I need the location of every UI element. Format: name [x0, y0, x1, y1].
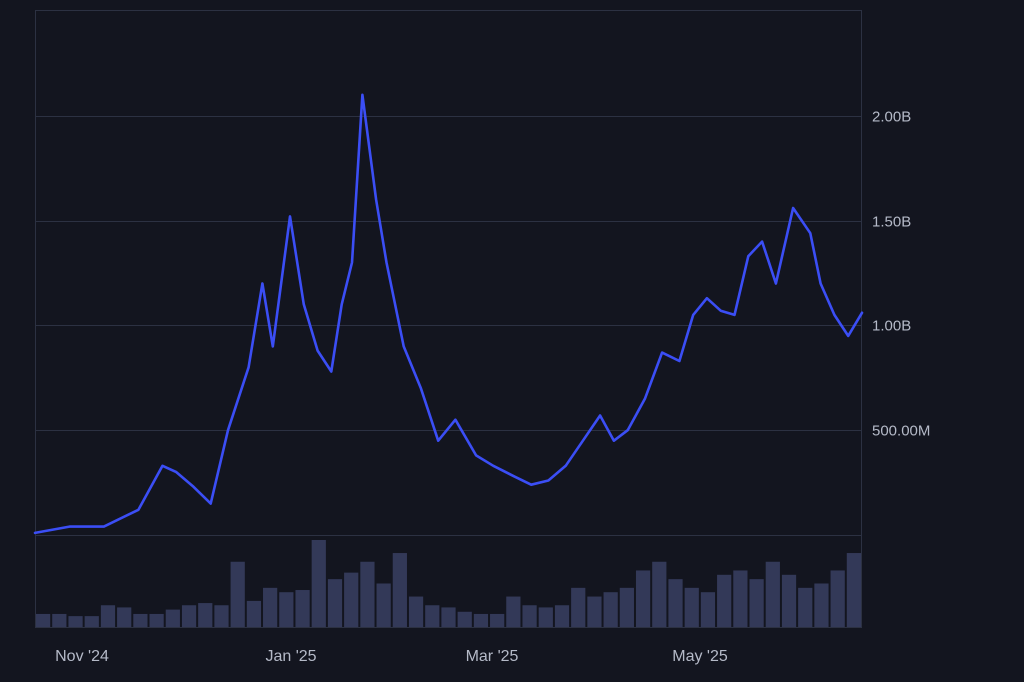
- volume-bar: [506, 596, 521, 627]
- volume-bar: [133, 613, 148, 627]
- volume-bar: [246, 600, 262, 627]
- volume-bar: [198, 603, 213, 627]
- volume-bar: [376, 583, 391, 627]
- volume-bar: [311, 540, 326, 627]
- x-axis-labels: Nov '24 Jan '25 Mar '25 May '25: [55, 648, 728, 665]
- y-tick-label: 500.00M: [872, 423, 930, 440]
- y-tick-label: 2.00B: [872, 109, 911, 126]
- grid-lines: [35, 116, 862, 431]
- volume-bar: [263, 587, 278, 627]
- volume-bar: [603, 592, 618, 627]
- volume-bar: [700, 592, 716, 627]
- volume-bar: [425, 605, 440, 627]
- volume-bar: [684, 587, 699, 627]
- volume-bar: [117, 607, 132, 627]
- series-layer: [33, 93, 864, 535]
- x-tick-label: Nov '24: [55, 648, 109, 665]
- volume-bar: [830, 570, 845, 627]
- volume-bar: [441, 607, 456, 627]
- volume-bar: [344, 572, 359, 627]
- volume-bar: [84, 616, 99, 627]
- volume-bar: [457, 611, 472, 627]
- volume-bar: [214, 605, 229, 627]
- volume-bar: [165, 609, 180, 627]
- volume-bar: [295, 590, 310, 627]
- volume-bar: [68, 616, 83, 627]
- volume-bar: [52, 613, 67, 627]
- volume-bar: [668, 579, 683, 627]
- volume-bar: [781, 574, 797, 627]
- volume-bar: [36, 613, 51, 627]
- volume-bar: [100, 605, 116, 627]
- volume-bar: [149, 613, 164, 627]
- x-tick-label: Jan '25: [265, 648, 316, 665]
- volume-bar: [230, 561, 245, 627]
- volume-bar: [392, 553, 407, 627]
- volume-bar: [846, 553, 861, 627]
- plot-frame: [35, 10, 862, 628]
- volume-bar: [554, 605, 570, 627]
- volume-bar: [814, 583, 829, 627]
- volume-bar: [360, 561, 375, 627]
- volume-bar: [765, 561, 780, 627]
- volume-bar: [473, 613, 489, 627]
- x-tick-label: Mar '25: [466, 648, 519, 665]
- volume-bar: [587, 596, 602, 627]
- volume-bar: [408, 596, 424, 627]
- y-tick-label: 1.50B: [872, 214, 911, 231]
- volume-bar: [181, 605, 197, 627]
- x-tick-label: May '25: [672, 648, 728, 665]
- volume-bar: [749, 579, 764, 627]
- volume-bar: [571, 587, 586, 627]
- y-tick-label: 1.00B: [872, 318, 911, 335]
- volume-bar: [490, 613, 505, 627]
- volume-bar: [733, 570, 748, 627]
- volume-bar: [717, 574, 732, 627]
- y-axis-labels: 500.00M 1.00B 1.50B 2.00B: [872, 109, 930, 440]
- volume-bar: [635, 570, 651, 627]
- volume-bar: [279, 592, 294, 627]
- volume-bar: [327, 579, 343, 627]
- volume-bar: [538, 607, 553, 627]
- series-line-0: [33, 93, 864, 535]
- volume-bar: [652, 561, 667, 627]
- volume-bar: [619, 587, 634, 627]
- volume-bar: [798, 587, 813, 627]
- volume-bar: [522, 605, 537, 627]
- volume-bars: [36, 540, 861, 627]
